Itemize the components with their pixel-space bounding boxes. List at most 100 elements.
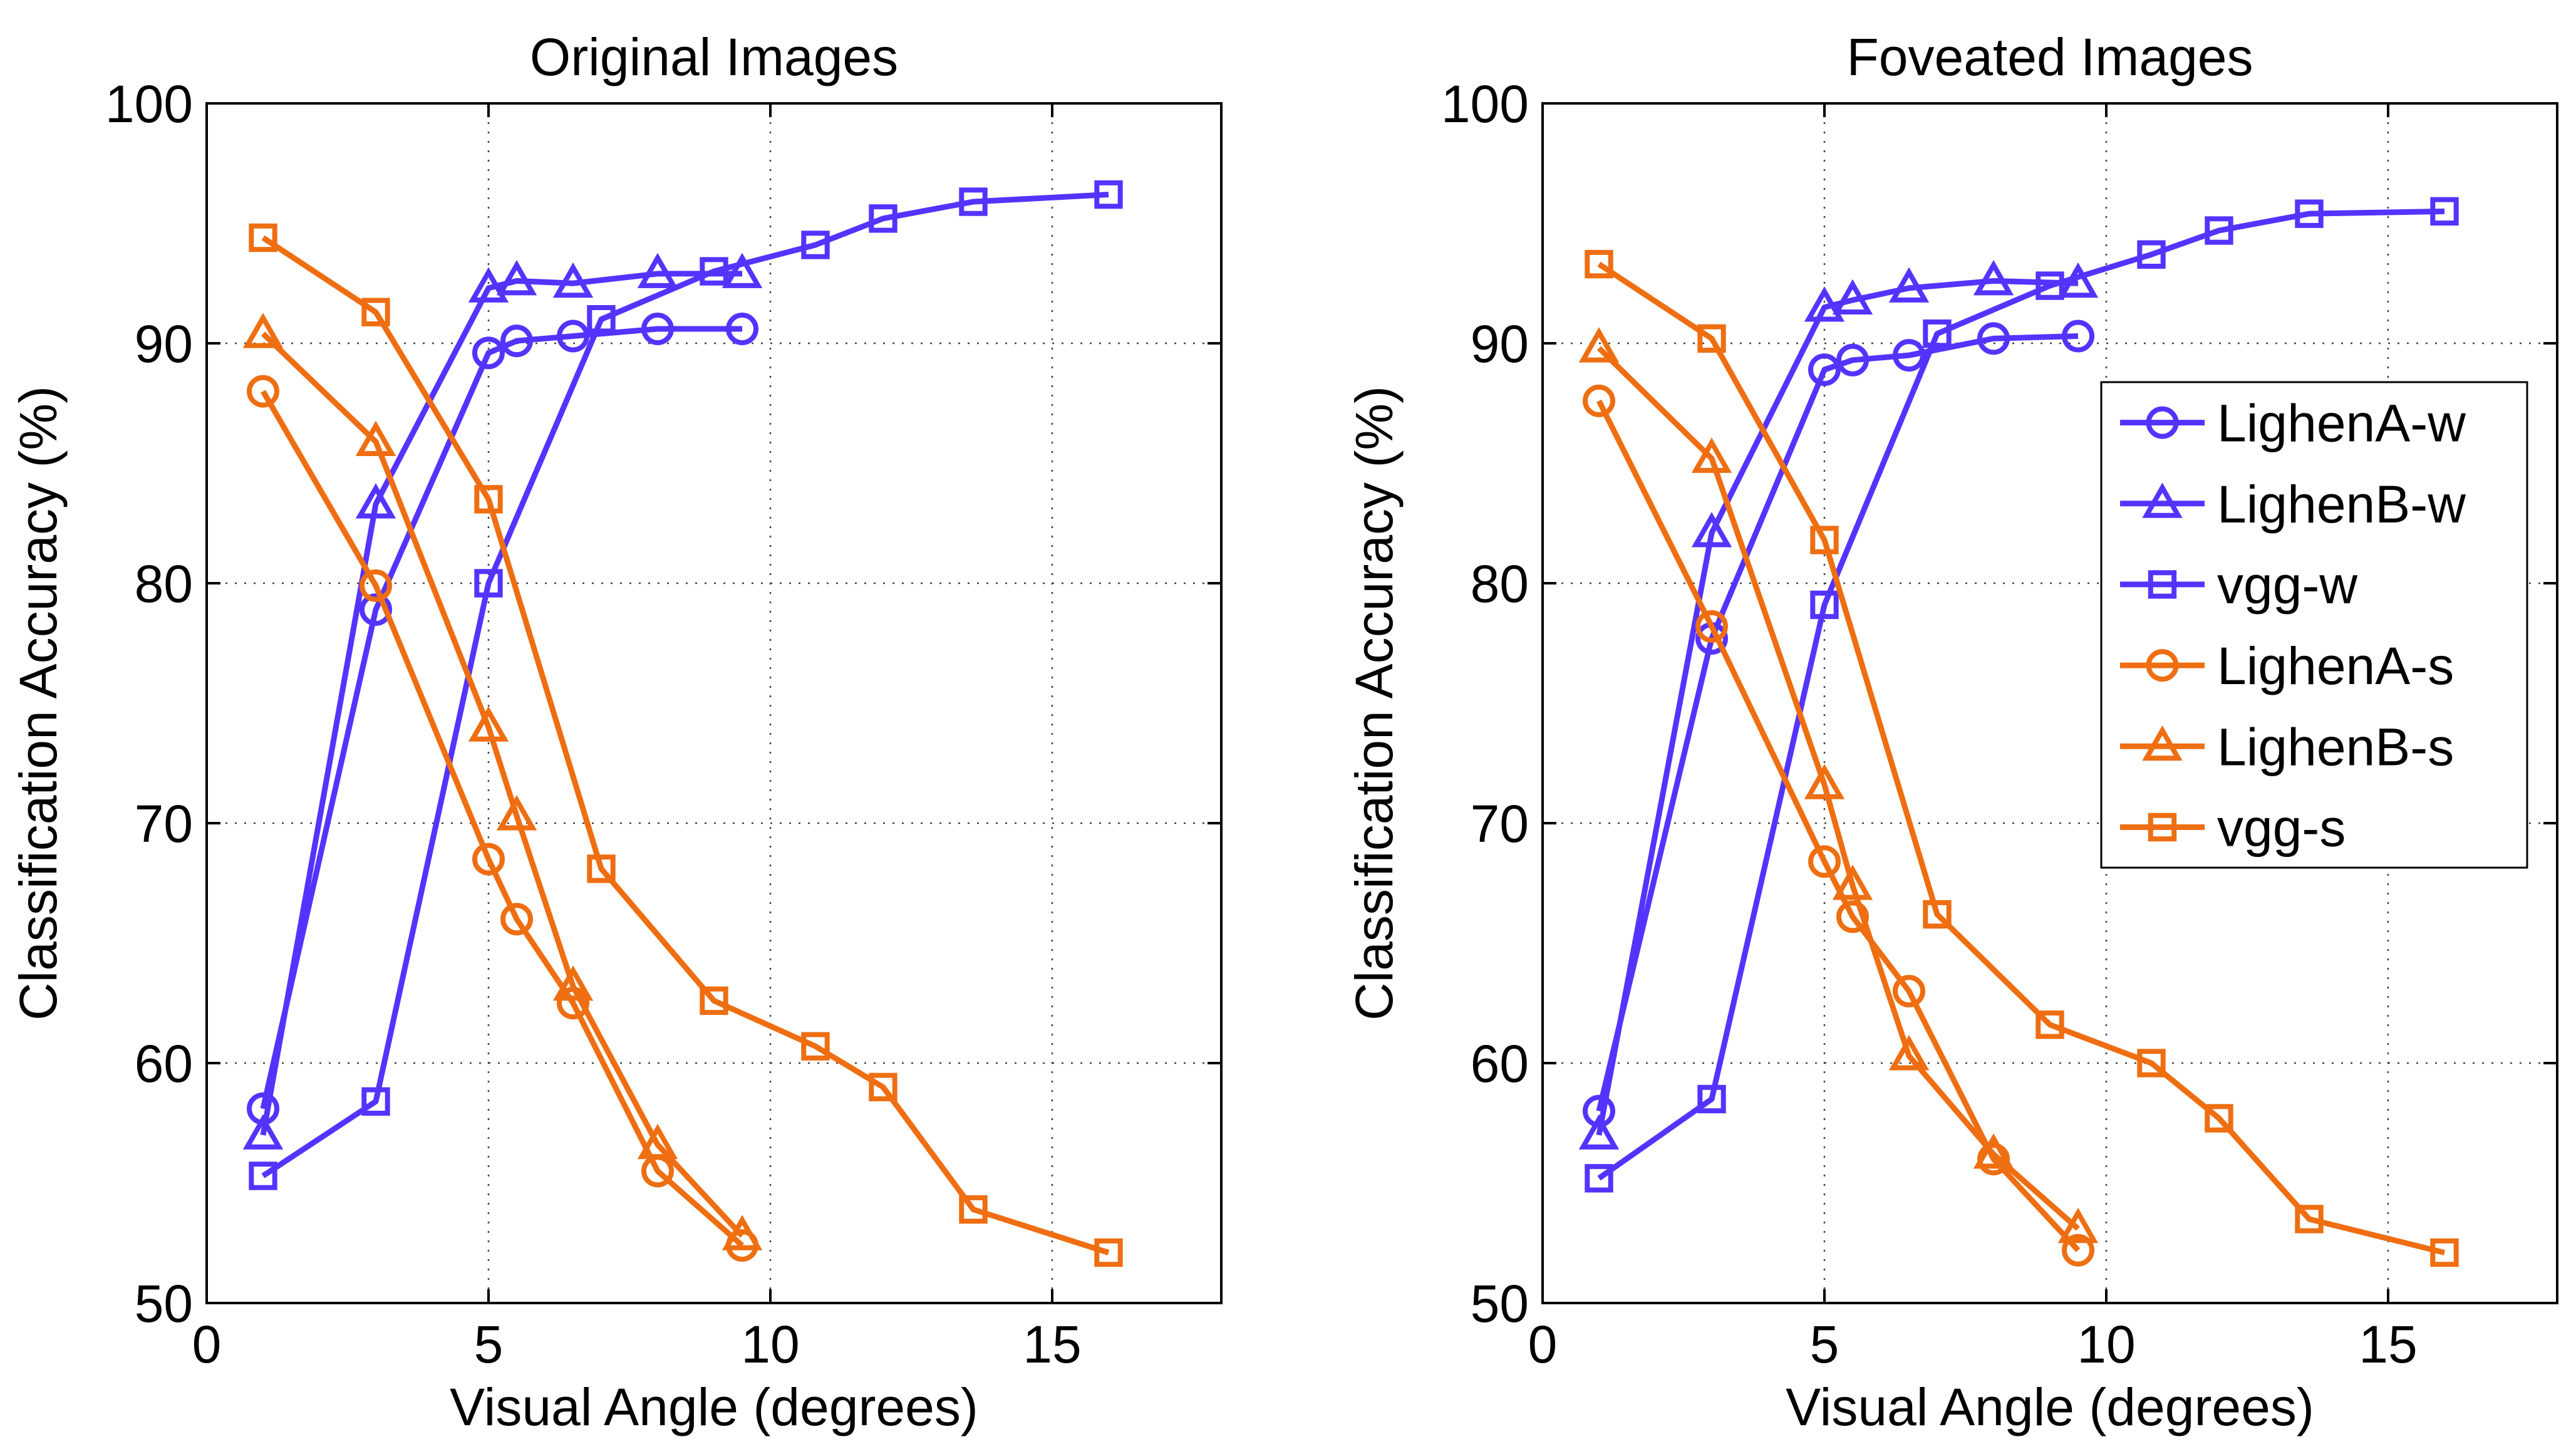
y-tick-label: 80 [135, 554, 193, 613]
x-axis-label: Visual Angle (degrees) [1786, 1378, 2314, 1436]
data-point-LighenA-s [247, 375, 279, 408]
data-point-LighenA-s [500, 903, 533, 936]
data-point-LighenB-w [242, 1114, 284, 1150]
data-point-vgg-s [1585, 249, 1613, 279]
data-point-LighenB-s [242, 313, 284, 348]
chart-panel-2: 0 5 10 15 50 60 70 80 90 100 Foveated Images Visual… [1345, 28, 2558, 1436]
data-point-LighenA-s [1695, 610, 1728, 643]
series-vgg-w [249, 180, 1123, 1190]
data-point-vgg-w [869, 204, 897, 233]
chart-title: Original Images [530, 28, 898, 86]
legend-label: LighenB-s [2217, 717, 2454, 776]
x-tick-label: 15 [1023, 1315, 1081, 1374]
data-point-vgg-s [700, 986, 728, 1015]
data-point-vgg-w [249, 1161, 277, 1190]
data-point-vgg-w [2205, 216, 2233, 245]
data-point-LighenB-w [1832, 279, 1873, 315]
series-line-vgg-s [261, 235, 1110, 1255]
data-point-vgg-w [2137, 240, 2166, 269]
data-point-LighenB-w [496, 260, 537, 296]
series-line-LighenB-s [261, 331, 745, 1238]
legend-entry-vgg-s: vgg-s [2120, 798, 2346, 857]
data-point-LighenB-s [468, 706, 509, 742]
data-point-vgg-w [587, 305, 616, 334]
data-point-LighenB-s [552, 965, 594, 1001]
series-vgg-s [249, 223, 1123, 1267]
y-tick-label: 50 [1471, 1274, 1529, 1333]
x-tick-label: 10 [2077, 1315, 2135, 1374]
data-point-LighenB-s [1578, 327, 1620, 363]
x-tick-label: 10 [741, 1315, 799, 1374]
data-point-LighenA-w [360, 593, 392, 626]
data-point-LighenB-s [355, 420, 396, 457]
data-point-LighenA-s [1808, 845, 1841, 878]
legend-entry-LighenB-w: LighenB-w [2120, 475, 2466, 534]
data-point-LighenB-w [722, 252, 763, 288]
data-point-vgg-s [2137, 1049, 2166, 1078]
data-point-vgg-w [2430, 197, 2459, 226]
data-point-LighenA-s [2062, 1233, 2094, 1267]
legend-entry-vgg-w: vgg-w [2120, 556, 2357, 615]
y-tick-label: 90 [1471, 314, 1529, 373]
data-point-LighenA-w [500, 325, 533, 358]
series-vgg-s [1585, 249, 2459, 1267]
data-point-vgg-s [869, 1072, 897, 1101]
y-axis-label: Classification Accuracy (%) [1345, 386, 1404, 1021]
data-point-vgg-s [1923, 900, 1952, 929]
data-point-vgg-s [474, 485, 503, 514]
data-point-LighenB-w [468, 267, 509, 303]
legend-label: LighenB-w [2217, 475, 2466, 534]
data-point-vgg-s [1697, 324, 1726, 353]
chart-title: Foveated Images [1846, 28, 2253, 86]
legend-label: LighenA-w [2217, 394, 2466, 453]
data-point-LighenB-s [1973, 1133, 2014, 1169]
data-point-vgg-s [249, 223, 277, 252]
y-tick-label: 90 [135, 314, 193, 373]
series-LighenB-s [1578, 327, 2099, 1244]
data-point-LighenA-w [1893, 339, 1925, 372]
series-line-LighenA-w [260, 326, 742, 1109]
data-point-LighenB-s [722, 1215, 763, 1250]
data-point-vgg-w [1585, 1164, 1613, 1193]
data-point-vgg-w [1810, 590, 1839, 620]
legend-swatch-marker [2148, 570, 2177, 599]
data-point-LighenB-w [552, 262, 594, 298]
data-point-LighenA-s [1836, 900, 1869, 933]
data-point-LighenB-s [2057, 1207, 2099, 1244]
axes-frame [1541, 102, 2558, 1304]
axes-frame [205, 102, 1223, 1304]
data-point-vgg-s [801, 1032, 830, 1061]
legend-label: vgg-s [2217, 798, 2346, 857]
series-line-LighenB-w [260, 271, 742, 1136]
data-point-vgg-s [1094, 1238, 1123, 1267]
data-point-LighenB-s [637, 1123, 678, 1160]
data-point-LighenB-w [1578, 1114, 1620, 1150]
y-tick-label: 50 [135, 1274, 193, 1333]
data-point-LighenA-w [1977, 322, 2010, 355]
series-LighenB-s [242, 313, 763, 1250]
data-point-LighenB-s [1832, 865, 1873, 900]
data-point-vgg-s [361, 298, 390, 326]
series-line-LighenB-s [1596, 346, 2080, 1231]
series-line-LighenA-s [261, 390, 744, 1248]
data-point-vgg-s [1810, 526, 1839, 554]
series-line-vgg-w [261, 192, 1109, 1178]
y-axis-label: Classification Accuracy (%) [9, 386, 68, 1021]
data-point-vgg-w [1697, 1084, 1726, 1114]
data-point-vgg-w [1923, 319, 1952, 348]
y-tick-label: 80 [1471, 554, 1529, 613]
y-tick-label: 70 [1471, 794, 1529, 853]
data-point-LighenB-w [1888, 267, 1930, 303]
data-point-LighenA-w [472, 336, 505, 370]
data-point-LighenA-s [1893, 975, 1925, 1008]
data-point-LighenA-w [1836, 343, 1869, 377]
x-tick-label: 0 [1528, 1315, 1558, 1374]
data-point-LighenA-w [726, 313, 758, 346]
series-LighenB-w [242, 252, 763, 1150]
y-tick-label: 60 [135, 1034, 193, 1093]
x-tick-label: 5 [474, 1315, 504, 1374]
series-vgg-w [1585, 197, 2459, 1193]
y-tick-label: 70 [135, 794, 193, 853]
data-point-LighenB-w [355, 483, 396, 519]
